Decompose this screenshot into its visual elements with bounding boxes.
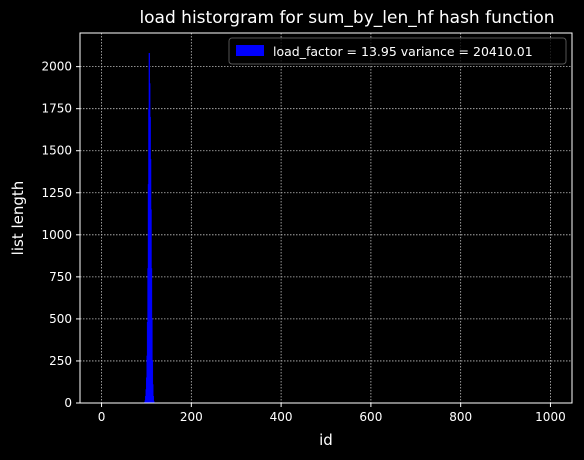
legend-box [228, 37, 567, 65]
legend-label: load_factor = 13.95 variance = 20410.01 [273, 44, 533, 59]
x-tick-label: 1000 [535, 410, 566, 424]
x-tick-label: 600 [359, 410, 382, 424]
y-tick-label: 1000 [41, 228, 72, 242]
y-tick-label: 750 [49, 270, 72, 284]
y-tick-label: 1500 [41, 144, 72, 158]
x-axis-ticks: 0 200 400 600 800 1000 [98, 403, 566, 424]
x-axis-label: id [319, 431, 333, 449]
x-tick-label: 0 [98, 410, 106, 424]
plot-frame [79, 32, 573, 404]
x-tick-label: 400 [270, 410, 293, 424]
y-tick-label: 1750 [41, 102, 72, 116]
y-tick-label: 2000 [41, 60, 72, 74]
bars [144, 52, 155, 404]
y-tick-label: 250 [49, 354, 72, 368]
y-tick-label: 0 [64, 396, 72, 410]
y-axis-ticks: 0 250 500 750 1000 1250 1500 1750 2000 [41, 60, 80, 410]
x-tick-label: 200 [180, 410, 203, 424]
y-tick-label: 1250 [41, 186, 72, 200]
x-tick-label: 800 [449, 410, 472, 424]
grid [80, 33, 572, 404]
legend: load_factor = 13.95 variance = 20410.01 [228, 37, 567, 65]
y-tick-label: 500 [49, 312, 72, 326]
chart-title: load historgram for sum_by_len_hf hash f… [139, 8, 554, 28]
y-axis-label: list length [9, 181, 27, 256]
legend-swatch [236, 45, 264, 56]
